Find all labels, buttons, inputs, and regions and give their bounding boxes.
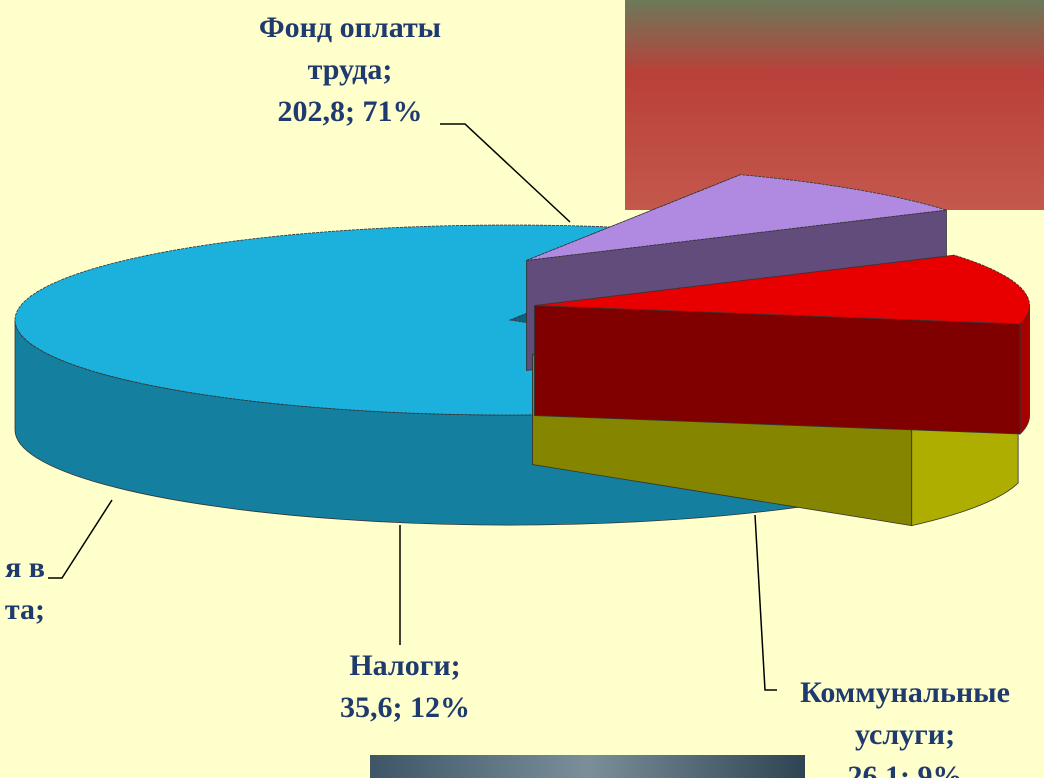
leader-line — [440, 123, 571, 223]
slice — [534, 254, 1030, 325]
category-label: Коммунальные — [800, 676, 1010, 709]
value-label: 26,1; 9% — [848, 760, 963, 778]
category-label: Фонд оплаты — [259, 11, 441, 44]
leader-line — [48, 499, 113, 579]
slice-side — [1019, 305, 1030, 435]
category-label: труда; — [308, 53, 393, 86]
pie — [14, 174, 1030, 527]
category-label: услуги; — [855, 718, 955, 751]
photo-runners — [625, 0, 1044, 210]
leader-line — [754, 514, 777, 691]
category-label: я в — [5, 551, 45, 584]
photo-bottom — [370, 755, 805, 778]
value-label: 35,6; 12% — [340, 691, 470, 724]
slice — [526, 174, 947, 261]
slice-face — [534, 305, 1021, 435]
labels: Фонд оплаты труда; 202,8; 71% Коммунальные у… — [5, 11, 1010, 778]
value-label: 202,8; 71% — [278, 95, 423, 128]
category-label: та; — [5, 593, 45, 626]
category-label: Налоги; — [349, 649, 460, 682]
